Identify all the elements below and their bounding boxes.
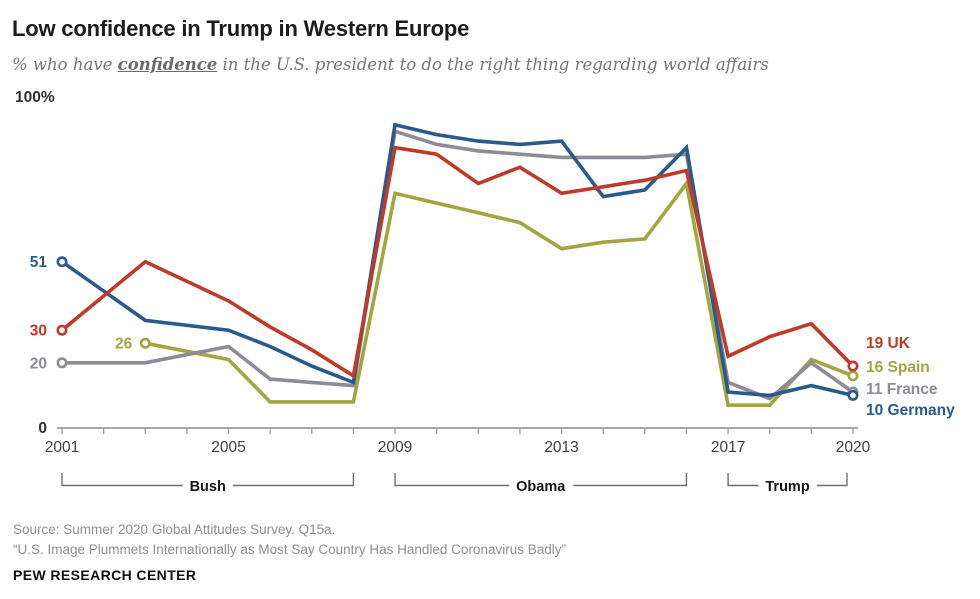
subtitle-prefix: % who have	[12, 55, 118, 74]
start-marker-germany	[56, 256, 68, 268]
start-marker-spain	[139, 337, 151, 349]
end-marker-uk	[847, 360, 859, 372]
era-label-bg	[758, 477, 817, 495]
year-label-2009: 2009	[378, 439, 412, 456]
line-spain	[144, 179, 854, 408]
era-label-bg	[509, 477, 574, 495]
era-label-bg	[182, 477, 233, 495]
start-value-label-uk: 30	[30, 323, 47, 340]
chart-title: Low confidence in Trump in Western Europ…	[12, 16, 470, 41]
chart-subtitle: % who have confidence in the U.S. presid…	[12, 55, 769, 74]
source-line-2: “U.S. Image Plummets Internationally as …	[13, 542, 566, 557]
legend-label-spain: 16 Spain	[866, 359, 930, 376]
era-label-obama: Obama	[516, 479, 566, 495]
end-marker-germany	[847, 389, 859, 401]
y-axis-zero-label: 0	[38, 420, 47, 437]
era-label-bush: Bush	[190, 479, 226, 495]
era-label-trump: Trump	[765, 479, 809, 495]
source-line-1: Source: Summer 2020 Global Attitudes Sur…	[13, 522, 336, 537]
start-marker-france	[56, 357, 68, 369]
source-note: Source: Summer 2020 Global Attitudes Sur…	[13, 520, 566, 560]
start-value-label-spain: 26	[115, 336, 133, 353]
legend-label-france: 11 France	[866, 381, 938, 398]
subtitle-suffix: in the U.S. president to do the right th…	[217, 55, 769, 74]
line-france	[62, 128, 855, 401]
start-value-label-germany: 51	[30, 254, 48, 271]
start-value-label-france: 20	[30, 355, 47, 372]
year-label-2020: 2020	[836, 439, 871, 456]
subtitle-emphasis: confidence	[117, 55, 218, 74]
line-germany	[60, 122, 854, 398]
end-marker-spain	[847, 370, 859, 382]
year-label-2001: 2001	[45, 439, 79, 456]
pew-research-center-wordmark: PEW RESEARCH CENTER	[13, 567, 197, 583]
legend-label-uk: 19 UK	[866, 335, 911, 352]
year-label-2017: 2017	[711, 439, 745, 456]
legend-label-germany: 10 Germany	[866, 402, 955, 419]
start-marker-uk	[56, 324, 68, 336]
year-label-2005: 2005	[211, 439, 245, 456]
line-uk	[60, 145, 855, 379]
y-axis-top-label: 100%	[15, 89, 55, 106]
year-label-2013: 2013	[544, 439, 578, 456]
